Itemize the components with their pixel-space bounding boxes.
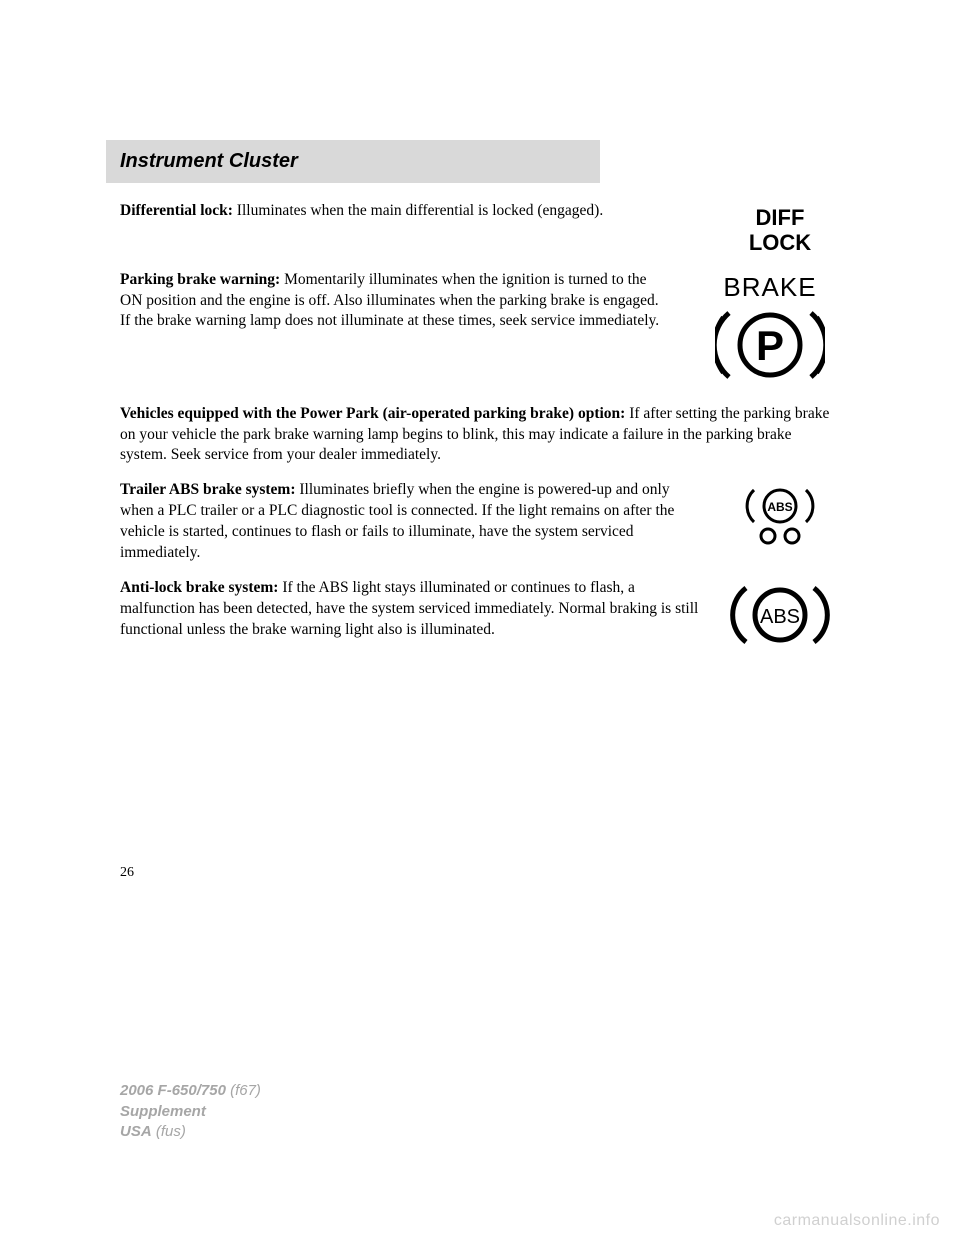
svg-text:P: P: [756, 322, 784, 369]
power-park-bold: Vehicles equipped with the Power Park (a…: [120, 405, 625, 422]
power-park-section: Vehicles equipped with the Power Park (a…: [120, 404, 840, 467]
abs-symbol: ABS: [730, 580, 830, 650]
footer-code1: (f67): [226, 1082, 261, 1099]
diff-lock-body: Illuminates when the main differential i…: [233, 202, 603, 219]
svg-text:ABS: ABS: [767, 500, 792, 514]
abs-icon: ABS: [720, 578, 840, 655]
trailer-abs-bold: Trailer ABS brake system:: [120, 481, 296, 498]
watermark: carmanualsonline.info: [774, 1212, 940, 1230]
abs-section: ABS Anti-lock brake system: If the ABS l…: [120, 578, 840, 655]
abs-bold: Anti-lock brake system:: [120, 579, 278, 596]
footer: 2006 F-650/750 (f67) Supplement USA (fus…: [120, 1081, 261, 1142]
parking-brake-text: Parking brake warning: Momentarily illum…: [120, 270, 660, 333]
page-number: 26: [120, 865, 840, 881]
svg-text:ABS: ABS: [760, 606, 800, 628]
parking-brake-icon: BRAKE P: [700, 270, 840, 390]
section-title: Instrument Cluster: [120, 150, 586, 173]
section-header: Instrument Cluster: [106, 140, 600, 183]
footer-model: 2006 F-650/750: [120, 1082, 226, 1099]
diff-lock-icon: DIFF LOCK: [720, 201, 840, 256]
brake-label: BRAKE: [700, 272, 840, 303]
footer-code2: (fus): [152, 1123, 186, 1140]
power-park-text: Vehicles equipped with the Power Park (a…: [120, 404, 840, 467]
parking-brake-section: BRAKE P Parking brake warning: Momentari…: [120, 270, 840, 390]
diff-lock-line1: DIFF: [720, 205, 840, 230]
page-content: Instrument Cluster DIFF LOCK Differentia…: [0, 0, 960, 881]
trailer-abs-icon: ABS: [720, 480, 840, 551]
trailer-abs-symbol: ABS: [740, 486, 820, 546]
trailer-abs-section: ABS Trailer ABS brake system: Illuminate…: [120, 480, 840, 564]
footer-line3: USA (fus): [120, 1122, 261, 1142]
diff-lock-bold: Differential lock:: [120, 202, 233, 219]
footer-line2: Supplement: [120, 1102, 261, 1122]
diff-lock-line2: LOCK: [720, 230, 840, 255]
footer-line1: 2006 F-650/750 (f67): [120, 1081, 261, 1101]
footer-region: USA: [120, 1123, 152, 1140]
parking-brake-bold: Parking brake warning:: [120, 271, 280, 288]
diff-lock-text: Differential lock: Illuminates when the …: [120, 201, 660, 222]
brake-p-symbol: P: [715, 305, 825, 385]
diff-lock-section: DIFF LOCK Differential lock: Illuminates…: [120, 201, 840, 256]
